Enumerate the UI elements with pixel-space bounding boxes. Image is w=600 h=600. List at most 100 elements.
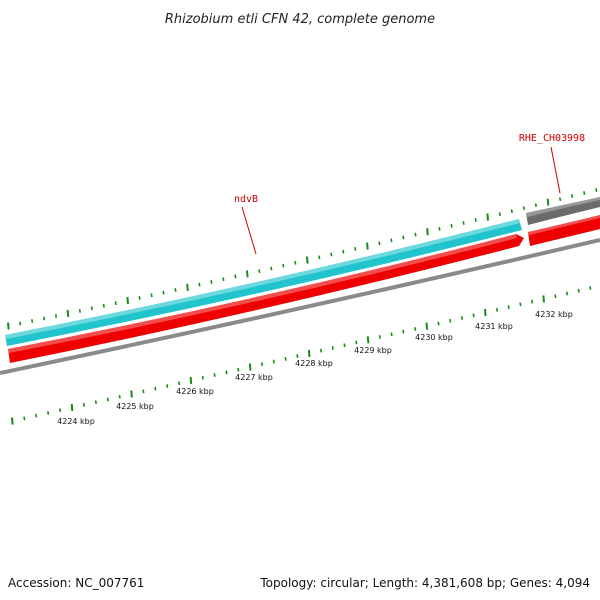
lower-tick-minor <box>319 348 323 353</box>
upper-tick-minor <box>571 194 574 198</box>
lower-tick-minor <box>82 402 85 407</box>
lower-tick-minor <box>142 389 145 394</box>
upper-tick-minor <box>174 288 177 292</box>
upper-tick-major <box>426 228 429 236</box>
upper-tick-major <box>546 198 550 206</box>
upper-tick-track <box>7 188 598 330</box>
lower-tick-minor <box>378 335 381 339</box>
upper-tick-major <box>246 270 249 278</box>
upper-tick-minor <box>438 226 441 231</box>
upper-tick-minor <box>402 235 405 240</box>
lower-tick-major <box>11 417 14 425</box>
lower-tick-minor <box>402 329 405 334</box>
upper-tick-minor <box>114 301 117 306</box>
upper-tick-minor <box>414 232 417 237</box>
lower-tick-minor <box>23 416 26 421</box>
gene-bar-red-highlight <box>8 234 517 353</box>
scale-label: 4227 kbp <box>235 373 273 382</box>
lower-tick-minor <box>260 362 264 367</box>
scale-label: 4232 kbp <box>535 310 573 319</box>
lower-tick-minor <box>589 286 592 290</box>
lower-tick-minor <box>355 340 358 345</box>
genome-summary-text: Topology: circular; Length: 4,381,608 bp… <box>260 576 590 590</box>
upper-tick-minor <box>222 277 225 282</box>
upper-tick-minor <box>102 303 105 308</box>
lower-tick-minor <box>201 375 204 380</box>
upper-tick-minor <box>198 282 201 287</box>
upper-tick-minor <box>54 314 58 318</box>
upper-tick-minor <box>474 218 477 222</box>
gene-RHE_CH03998-reverse[interactable] <box>528 215 600 246</box>
upper-tick-major <box>366 242 369 250</box>
scale-label: 4231 kbp <box>475 322 513 331</box>
lower-tick-minor <box>331 346 334 350</box>
scale-label: 4230 kbp <box>415 333 453 342</box>
lower-tick-minor <box>178 381 181 386</box>
gene-label-RHE_CH03998[interactable]: RHE_CH03998 <box>519 133 585 144</box>
lower-tick-minor <box>519 302 522 307</box>
upper-tick-major <box>66 309 70 317</box>
upper-tick-minor <box>138 296 141 300</box>
lower-tick-minor <box>272 359 275 364</box>
upper-tick-minor <box>583 191 586 195</box>
lower-tick-minor <box>531 299 534 304</box>
lower-tick-minor <box>118 394 121 399</box>
upper-tick-minor <box>282 263 285 268</box>
genome-backbone <box>0 238 600 375</box>
lower-tick-minor <box>565 291 569 296</box>
scale-labels: 4224 kbp 4225 kbp 4226 kbp 4227 kbp 4228 kbp… <box>57 310 573 426</box>
lower-tick-major <box>189 376 193 385</box>
gene-RHE_CH03998-forward[interactable] <box>526 197 600 225</box>
lower-tick-minor <box>390 332 393 337</box>
upper-tick-minor <box>450 223 453 228</box>
upper-tick-minor <box>258 269 261 274</box>
gene-ndvB-forward[interactable] <box>5 219 522 346</box>
upper-tick-minor <box>390 238 393 243</box>
upper-tick-minor <box>234 274 237 279</box>
lower-tick-minor <box>35 413 38 418</box>
upper-tick-minor <box>270 266 273 271</box>
lower-tick-minor <box>59 408 62 413</box>
lower-tick-minor <box>472 313 475 318</box>
lower-tick-minor <box>154 386 157 391</box>
accession-text: Accession: NC_007761 <box>8 576 145 590</box>
scale-label: 4225 kbp <box>116 402 154 411</box>
upper-tick-minor <box>354 246 357 251</box>
upper-tick-minor <box>522 206 525 211</box>
gene-ndvB-reverse[interactable] <box>8 234 524 363</box>
RHE_CH03998-leader-line <box>550 146 561 194</box>
lower-tick-minor <box>343 343 346 348</box>
scale-label: 4229 kbp <box>354 346 392 355</box>
lower-tick-minor <box>449 318 452 323</box>
lower-tick-major <box>130 390 133 398</box>
scale-label: 4226 kbp <box>176 387 214 396</box>
upper-tick-minor <box>330 252 333 257</box>
lower-tick-major <box>425 322 429 330</box>
gene-bar-cyan[interactable] <box>5 219 522 346</box>
lower-tick-minor <box>166 384 169 388</box>
upper-tick-major <box>126 296 129 305</box>
lower-tick-minor <box>495 307 499 312</box>
upper-tick-major <box>186 283 189 291</box>
upper-tick-minor <box>559 197 562 202</box>
lower-tick-minor <box>414 327 417 331</box>
upper-tick-minor <box>90 306 93 311</box>
lower-tick-minor <box>47 411 50 415</box>
gene-bar-red-2-highlight <box>528 215 600 235</box>
lower-tick-minor <box>437 321 440 326</box>
gene-bar-red[interactable] <box>528 215 600 246</box>
lower-tick-minor <box>213 373 216 377</box>
gene-bar-red-arrow[interactable] <box>8 234 524 363</box>
scale-label: 4228 kbp <box>295 359 333 368</box>
lower-tick-major <box>484 309 487 317</box>
upper-tick-minor <box>150 293 153 298</box>
gene-bar-gray[interactable] <box>526 197 600 225</box>
upper-tick-minor <box>595 188 598 192</box>
gene-label-ndvB[interactable]: ndvB <box>234 194 258 205</box>
upper-tick-major <box>7 322 10 330</box>
lower-tick-minor <box>296 354 299 359</box>
upper-tick-minor <box>342 249 345 254</box>
lower-tick-minor <box>284 356 287 361</box>
lower-tick-minor <box>554 294 557 299</box>
